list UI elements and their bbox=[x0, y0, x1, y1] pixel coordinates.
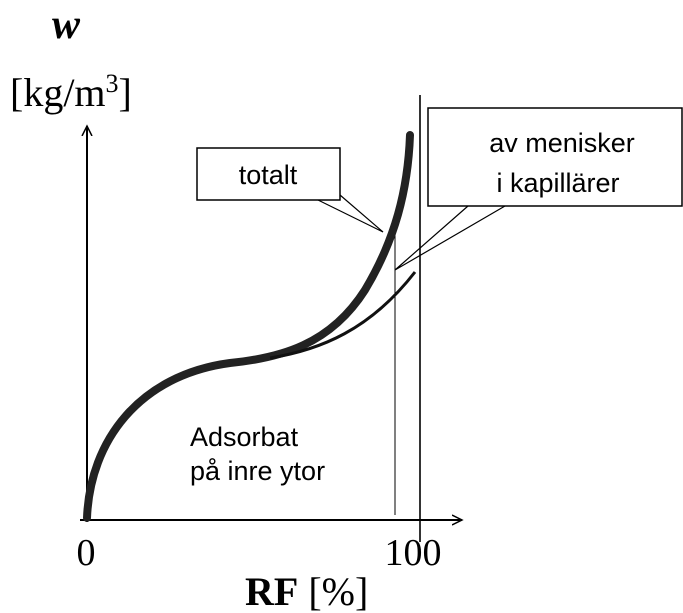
unit: [kg/m bbox=[10, 70, 106, 115]
region-label: Adsorbat bbox=[190, 422, 299, 452]
x-axis-unit: [%] bbox=[308, 569, 368, 613]
callout-pointer bbox=[394, 205, 506, 271]
callout-text: i kapillärer bbox=[496, 168, 619, 198]
y-axis-symbol: w bbox=[52, 2, 81, 48]
total-curve bbox=[83, 131, 414, 522]
y-axis-unit: [kg/m3] bbox=[10, 69, 132, 115]
x-axis-label: RF [%] bbox=[245, 569, 368, 613]
callout-box bbox=[427, 107, 683, 207]
x-tick-label: 100 bbox=[385, 532, 442, 574]
region-label: på inre ytor bbox=[190, 456, 325, 486]
x-tick-label: 0 bbox=[77, 532, 96, 574]
unit-end: ] bbox=[119, 70, 132, 115]
callout-box bbox=[196, 147, 341, 201]
callout-text: av menisker bbox=[489, 128, 635, 158]
capillary-curve bbox=[269, 271, 417, 360]
callout-pointer bbox=[317, 194, 384, 233]
unit-sup: 3 bbox=[106, 69, 119, 98]
callout-text: totalt bbox=[239, 160, 298, 190]
x-axis-symbol: RF bbox=[245, 569, 298, 613]
